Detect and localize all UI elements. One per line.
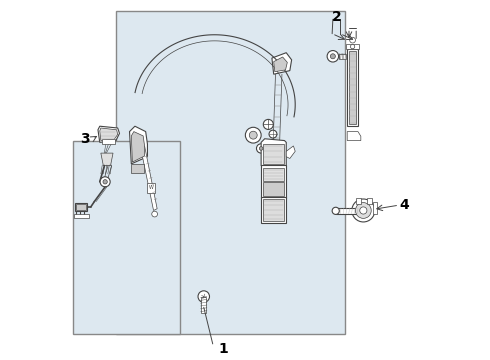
- Circle shape: [269, 130, 277, 138]
- Circle shape: [350, 37, 355, 43]
- Circle shape: [360, 207, 367, 214]
- Bar: [101, 139, 115, 144]
- Bar: [147, 183, 155, 193]
- Bar: [339, 54, 346, 59]
- Text: 2: 2: [332, 10, 342, 24]
- Bar: [73, 140, 180, 334]
- Circle shape: [103, 180, 107, 184]
- Bar: [261, 165, 286, 198]
- Circle shape: [152, 211, 157, 217]
- Bar: [337, 208, 360, 214]
- Polygon shape: [141, 146, 157, 211]
- Bar: [367, 198, 372, 204]
- Bar: [346, 44, 359, 49]
- Text: W: W: [149, 185, 154, 190]
- Circle shape: [350, 44, 355, 49]
- Bar: [373, 202, 377, 214]
- Bar: [263, 199, 284, 221]
- Bar: [347, 49, 358, 126]
- Circle shape: [100, 177, 110, 187]
- Circle shape: [256, 144, 266, 153]
- Bar: [116, 12, 345, 334]
- Bar: [263, 182, 284, 196]
- Polygon shape: [347, 132, 361, 140]
- Circle shape: [263, 120, 273, 130]
- Polygon shape: [131, 132, 145, 162]
- Polygon shape: [272, 53, 292, 74]
- Polygon shape: [274, 57, 287, 72]
- Bar: [74, 203, 87, 211]
- Polygon shape: [100, 128, 118, 140]
- Text: 4: 4: [400, 198, 410, 212]
- Bar: [261, 197, 286, 223]
- Bar: [74, 215, 89, 218]
- Bar: [131, 164, 144, 173]
- Polygon shape: [129, 126, 147, 164]
- Circle shape: [330, 54, 335, 59]
- Bar: [263, 144, 284, 164]
- Circle shape: [327, 50, 339, 62]
- Polygon shape: [286, 146, 295, 158]
- Circle shape: [352, 199, 375, 222]
- Bar: [356, 198, 361, 204]
- Bar: [76, 204, 86, 210]
- Polygon shape: [101, 153, 113, 166]
- Circle shape: [355, 203, 371, 219]
- Circle shape: [198, 291, 210, 302]
- Circle shape: [259, 147, 263, 150]
- Circle shape: [245, 127, 261, 143]
- Bar: [349, 51, 356, 125]
- Bar: [263, 168, 284, 181]
- Polygon shape: [261, 139, 286, 166]
- Text: 1: 1: [219, 342, 228, 356]
- Polygon shape: [98, 126, 120, 142]
- Bar: [201, 297, 206, 313]
- Circle shape: [249, 131, 257, 139]
- Text: 3: 3: [81, 132, 90, 146]
- Circle shape: [332, 207, 339, 215]
